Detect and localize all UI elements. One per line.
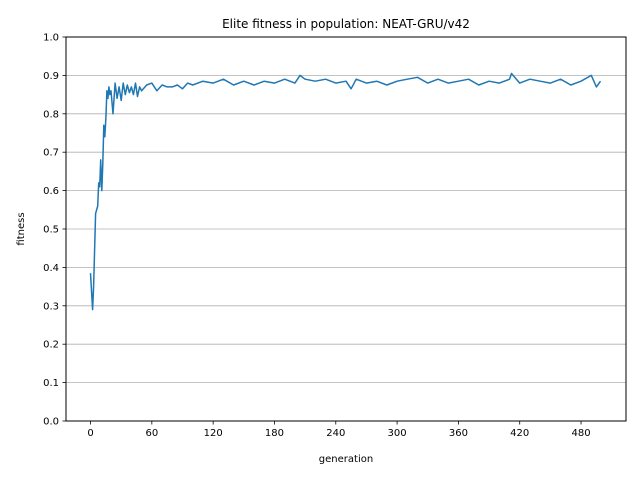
x-axis-label: generation [319,454,373,465]
y-tick-label: 0.0 [43,417,59,428]
y-tick-label: 0.2 [43,340,59,351]
x-tick-label: 60 [145,428,158,439]
chart-title: Elite fitness in population: NEAT-GRU/v4… [222,17,470,31]
y-tick-label: 0.6 [43,186,59,197]
x-tick-label: 420 [510,428,529,439]
gridlines [66,36,626,422]
y-tick-label: 0.7 [43,148,59,159]
x-axis: 0 60 120 180 240 300 360 420 480 [87,421,591,439]
y-tick-label: 0.5 [43,225,59,236]
y-axis: 0.0 0.1 0.2 0.3 0.4 0.5 0.6 0.7 0.8 0.9 1.0 [43,33,66,428]
y-tick-label: 0.8 [43,109,59,120]
x-tick-label: 240 [326,428,345,439]
x-tick-label: 120 [204,428,223,439]
y-tick-label: 0.3 [43,301,59,312]
y-tick-label: 0.1 [43,378,59,389]
series-line [89,72,602,311]
x-tick-label: 0 [87,428,93,439]
y-tick-label: 0.9 [43,71,59,82]
series-layer [89,72,602,311]
x-tick-label: 300 [388,428,407,439]
y-tick-label: 0.4 [43,263,59,274]
y-axis-label: fitness [16,212,27,245]
x-tick-label: 480 [571,428,590,439]
x-tick-label: 180 [265,428,284,439]
x-tick-label: 360 [449,428,468,439]
y-tick-label: 1.0 [43,33,59,44]
